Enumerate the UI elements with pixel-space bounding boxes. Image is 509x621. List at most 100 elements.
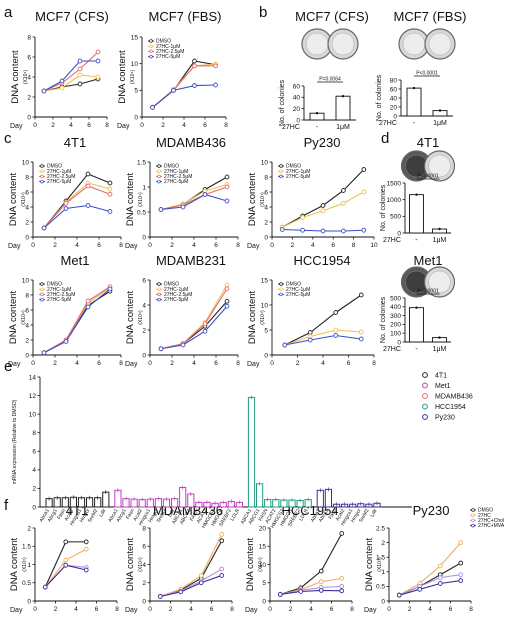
c3-xlabel: Day bbox=[247, 243, 260, 250]
b2-ytick-label: 20 bbox=[390, 104, 398, 111]
a2-series-3-line bbox=[152, 84, 216, 108]
c3-series-1-point bbox=[320, 208, 326, 214]
a2-ytick-label: 15 bbox=[131, 34, 139, 41]
b1-cat-0: - bbox=[316, 124, 319, 131]
a2-series-2-point bbox=[213, 63, 218, 69]
e1-gene-label: Fasn bbox=[125, 508, 136, 521]
a2-yunit: (X10⁴) bbox=[130, 69, 136, 84]
d1-bar-point-0 bbox=[415, 193, 418, 196]
c1-yunit: (X10⁴) bbox=[21, 192, 27, 207]
d1-cat-0: - bbox=[415, 237, 418, 244]
f4-xtick-label: 2 bbox=[408, 606, 412, 613]
c6-ytick-label: 10 bbox=[261, 302, 269, 309]
a1-xtick-label: 6 bbox=[87, 122, 91, 129]
f3-xtick-label: 6 bbox=[330, 606, 334, 613]
c2-xlabel: Day bbox=[125, 243, 138, 250]
d1-ytick-label: 1500 bbox=[387, 180, 402, 187]
f1-xtick-label: 0 bbox=[33, 606, 37, 613]
f4-series-3-line bbox=[399, 580, 461, 596]
c5-series-0-point bbox=[224, 298, 230, 304]
c6-legend-marker bbox=[279, 287, 283, 291]
f2-series-3-point bbox=[157, 594, 163, 599]
c6-series-2-line bbox=[284, 334, 362, 346]
f1-xtick-label: 2 bbox=[54, 606, 58, 613]
c3-series-0-point bbox=[320, 203, 326, 208]
c6-series-0-point bbox=[333, 310, 339, 315]
e1-gene-label: Acat2 bbox=[335, 508, 347, 522]
a2-legend-label: DMSO bbox=[156, 39, 171, 45]
c1-series-2-point bbox=[107, 191, 113, 197]
a2-xlabel: Day bbox=[117, 123, 130, 130]
f2-xlabel: Day bbox=[125, 607, 138, 614]
c1-series-2-point bbox=[85, 183, 91, 189]
f2-xtick-label: 6 bbox=[210, 606, 214, 613]
panel-letter-f: f bbox=[4, 497, 9, 514]
c3-ytick-label: 8 bbox=[264, 174, 268, 181]
c2-series-0-point bbox=[224, 174, 230, 180]
c4-ytick-label: 0 bbox=[25, 352, 29, 359]
c6-ylabel: DNA content bbox=[247, 290, 258, 344]
f4-series-3-point bbox=[417, 586, 423, 592]
a1-series-2-point bbox=[77, 66, 83, 72]
c4-legend-label: 27HC-1μM bbox=[47, 287, 71, 293]
a2-series-1-line bbox=[152, 63, 216, 108]
c5-series-3-point bbox=[180, 342, 186, 348]
c1-ytick-label: 10 bbox=[22, 159, 30, 166]
f3-series-0-point bbox=[318, 568, 324, 574]
e1-bar-2-0 bbox=[247, 396, 256, 508]
c4-legend-marker bbox=[40, 282, 44, 286]
c1-xtick-label: 6 bbox=[97, 242, 101, 249]
c5-ytick-label: 6 bbox=[142, 277, 146, 284]
d2-bar-point-1 bbox=[438, 336, 441, 339]
c1-ytick-label: 6 bbox=[25, 189, 29, 196]
c5-yunit: (X10⁴) bbox=[138, 310, 144, 325]
b1-bar-point-0 bbox=[315, 112, 319, 115]
f3-xtick-label: 8 bbox=[350, 606, 354, 613]
a2-series-0-line bbox=[152, 60, 216, 108]
c2-ytick-label: 1 bbox=[142, 184, 146, 191]
a1-series-1-point bbox=[77, 72, 83, 78]
f4-legend-marker bbox=[471, 518, 475, 523]
b2-cat-1: 1μM bbox=[433, 120, 447, 127]
f1-ytick-label: 1.5 bbox=[22, 544, 31, 551]
c3-legend-label: DMSO bbox=[286, 164, 301, 170]
d2-ytick-label: 200 bbox=[390, 322, 401, 329]
f4-xtick-label: 6 bbox=[449, 606, 453, 613]
f4-legend-marker bbox=[471, 513, 475, 517]
f4-ylabel: DNA content bbox=[364, 537, 375, 591]
e1-bar-3-0 bbox=[316, 489, 324, 508]
a2-legend-label: 27HC-5μM bbox=[156, 54, 180, 60]
c5-legend-label: 27HC-5μM bbox=[164, 297, 188, 303]
c5-legend-marker bbox=[157, 287, 161, 291]
c6-series-2-point bbox=[307, 337, 313, 343]
c4-legend-marker bbox=[40, 297, 44, 302]
e1-bar-1-0 bbox=[114, 489, 122, 508]
c4-ytick-label: 6 bbox=[25, 307, 29, 314]
f4-series-1-point bbox=[437, 563, 443, 569]
a2-series-2-line bbox=[152, 65, 216, 108]
c5-series-2-point bbox=[224, 286, 230, 292]
a2-legend-label: 27HC-2.5μM bbox=[156, 49, 184, 55]
a2-series-2-point bbox=[192, 63, 197, 69]
c3-series-0-point bbox=[341, 188, 346, 193]
c3-series-2-point bbox=[279, 227, 285, 232]
f3-ytick-label: 0 bbox=[262, 598, 266, 605]
c1-ylabel: DNA content bbox=[8, 172, 19, 226]
c2-ytick-label: 0 bbox=[142, 234, 146, 241]
d2-title: Met1 bbox=[414, 253, 443, 268]
c5-xtick-label: 8 bbox=[236, 360, 240, 367]
f3-ylabel: DNA content bbox=[245, 537, 256, 591]
f2-ytick-label: 0 bbox=[142, 598, 146, 605]
c5-legend-label: 27HC-1μM bbox=[164, 287, 188, 293]
c1-xtick-label: 0 bbox=[31, 242, 35, 249]
f1-ytick-label: 0.5 bbox=[22, 580, 31, 587]
f1-yunit: (X10⁴) bbox=[22, 557, 28, 572]
c6-title: HCC1954 bbox=[293, 253, 350, 268]
d1-cat-1: 1μM bbox=[433, 237, 447, 244]
f3-series-3-point bbox=[339, 588, 345, 594]
a2-xtick-label: 2 bbox=[161, 122, 165, 129]
e1-legend-marker bbox=[422, 382, 428, 389]
c1-ytick-label: 2 bbox=[25, 219, 29, 226]
e1-gene-label: FASN bbox=[258, 508, 270, 523]
f4-series-0-point bbox=[458, 560, 464, 566]
